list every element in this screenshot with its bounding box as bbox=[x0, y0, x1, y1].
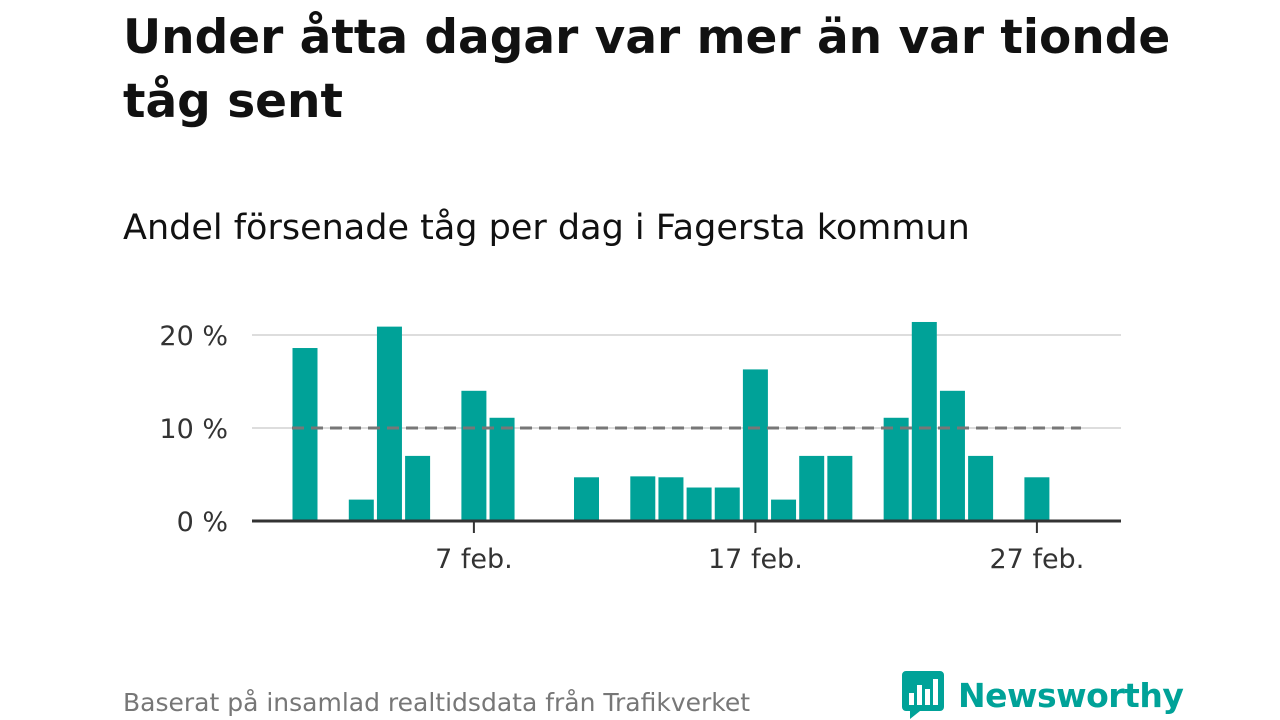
bar bbox=[630, 476, 656, 521]
bar bbox=[742, 369, 768, 521]
bar bbox=[292, 348, 318, 521]
x-tick-label: 27 feb. bbox=[990, 544, 1085, 575]
bar-chart-speech-bubble-icon bbox=[902, 671, 944, 719]
bar bbox=[574, 477, 599, 521]
bar bbox=[714, 487, 740, 521]
bar bbox=[376, 326, 402, 521]
newsworthy-logo: Newsworthy bbox=[902, 670, 1184, 720]
bar bbox=[1024, 477, 1050, 521]
bar bbox=[939, 390, 965, 521]
bar bbox=[968, 455, 994, 521]
source-note: Baserat på insamlad realtidsdata från Tr… bbox=[123, 688, 751, 717]
bar bbox=[771, 499, 797, 521]
bar bbox=[348, 499, 374, 521]
bar bbox=[489, 417, 515, 521]
brand-name: Newsworthy bbox=[958, 675, 1184, 715]
chart-headline: Under åtta dagar var mer än var tionde t… bbox=[123, 10, 1171, 129]
y-tick-label: 0 % bbox=[177, 507, 228, 538]
chart-subtitle: Andel försenade tåg per dag i Fagersta k… bbox=[123, 208, 970, 248]
y-tick-label: 20 % bbox=[159, 321, 228, 352]
bar bbox=[883, 417, 909, 521]
bar bbox=[911, 321, 937, 521]
bar bbox=[658, 477, 684, 521]
bar bbox=[405, 455, 431, 521]
bar bbox=[799, 455, 825, 521]
x-tick-label: 17 feb. bbox=[708, 544, 803, 575]
bar bbox=[461, 390, 487, 521]
x-tick-label: 7 feb. bbox=[435, 544, 513, 575]
y-tick-label: 10 % bbox=[159, 414, 228, 445]
bar bbox=[827, 455, 853, 521]
bar bbox=[686, 487, 712, 521]
